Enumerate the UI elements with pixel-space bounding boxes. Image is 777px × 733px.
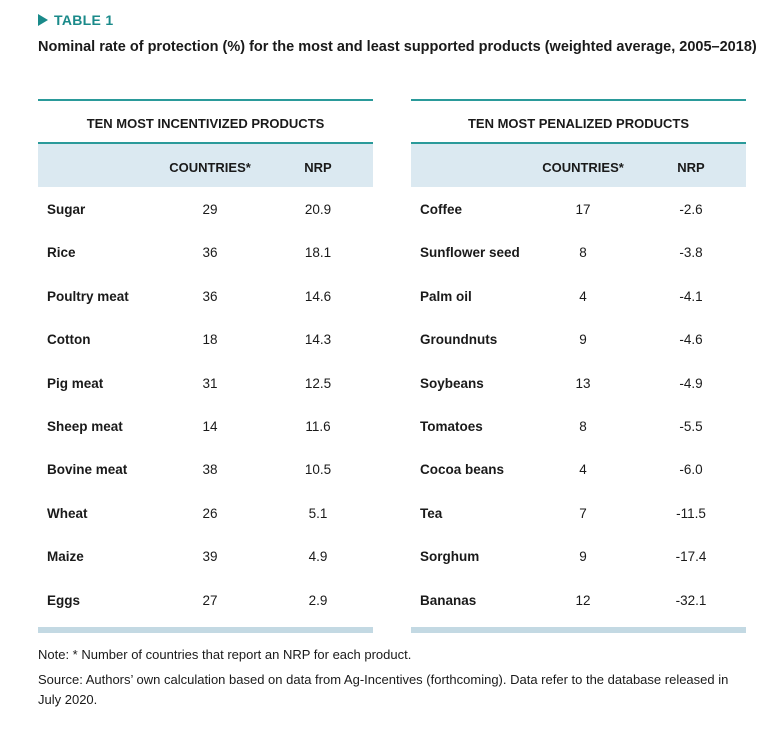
nrp: -4.9: [679, 375, 703, 391]
product: Sheep meat: [47, 419, 123, 434]
countries: 4: [579, 462, 587, 478]
product: Coffee: [420, 202, 463, 217]
product: Rice: [47, 245, 76, 261]
nrp: -11.5: [676, 505, 706, 521]
nrp: 4.9: [308, 549, 328, 565]
nrp: 5.1: [308, 505, 328, 521]
countries: 31: [202, 375, 218, 391]
countries: 12: [575, 592, 591, 608]
product: Soybeans: [420, 375, 484, 391]
product: Pig meat: [47, 375, 104, 391]
countries: 13: [575, 375, 591, 391]
footer-bar: [38, 627, 373, 633]
footer-bar: [411, 627, 746, 633]
table: TEN MOST INCENTIVIZED PRODUCTS COUNTRIES*…: [38, 99, 373, 633]
product: Tea: [420, 505, 443, 521]
product: Sorghum: [420, 549, 480, 565]
countries: 14: [202, 419, 218, 434]
product: Sugar: [47, 202, 86, 217]
countries: 39: [202, 549, 218, 565]
product: Wheat: [47, 505, 88, 521]
source: Source: Authors’ own calculation based o…: [38, 672, 729, 707]
product: Cotton: [47, 332, 91, 348]
column-header: NRP: [677, 160, 705, 175]
countries: 27: [202, 592, 218, 608]
product: Bovine meat: [47, 462, 128, 478]
nrp: -3.8: [679, 245, 703, 261]
triangle-icon: [38, 14, 48, 26]
column-header: COUNTRIES*: [542, 160, 624, 175]
countries: 4: [579, 288, 587, 304]
product: Tomatoes: [420, 419, 483, 434]
nrp: -32.1: [675, 592, 707, 608]
rule: [38, 142, 373, 144]
nrp: -17.4: [675, 549, 707, 565]
nrp: -5.5: [679, 419, 703, 434]
countries: 8: [579, 245, 587, 261]
product: Groundnuts: [420, 332, 498, 348]
countries: 18: [202, 332, 218, 348]
nrp: 18.1: [304, 245, 332, 261]
countries: 26: [202, 505, 218, 521]
product: Palm oil: [420, 288, 472, 304]
nrp: 20.9: [304, 202, 332, 217]
header-band: [411, 144, 746, 187]
nrp: 14.6: [304, 288, 332, 304]
table: TEN MOST PENALIZED PRODUCTS COUNTRIES* NRP…: [411, 99, 746, 633]
nrp: -4.1: [679, 288, 703, 304]
rule: [411, 142, 746, 144]
nrp: -4.6: [679, 332, 703, 348]
countries: 8: [579, 419, 587, 434]
title: Nominal rate of protection (%) for the m…: [38, 39, 757, 55]
column-header: NRP: [304, 160, 332, 175]
table-heading: TEN MOST INCENTIVIZED PRODUCTS: [86, 116, 325, 131]
header-band: [38, 144, 373, 187]
product: Poultry meat: [47, 288, 129, 304]
table-label-wrap: TABLE 1: [38, 12, 113, 28]
nrp: 12.5: [304, 375, 332, 391]
nrp: -6.0: [679, 462, 703, 478]
product: Cocoa beans: [420, 462, 505, 478]
countries: 17: [575, 202, 591, 217]
note: Note: * Number of countries that report …: [38, 647, 412, 662]
countries: 9: [579, 549, 587, 565]
nrp: -2.6: [679, 202, 703, 217]
product: Bananas: [420, 592, 477, 608]
countries: 9: [579, 332, 587, 348]
product: Eggs: [47, 592, 81, 608]
countries: 36: [202, 288, 218, 304]
countries: 36: [202, 245, 218, 261]
column-header: COUNTRIES*: [169, 160, 251, 175]
rule: [411, 99, 746, 101]
nrp: 2.9: [308, 592, 328, 608]
product: Maize: [47, 549, 84, 565]
nrp: 14.3: [304, 332, 332, 348]
table-label: TABLE 1: [54, 12, 114, 28]
countries: 7: [579, 505, 587, 521]
nrp: 11.6: [305, 419, 331, 434]
countries: 38: [202, 462, 218, 478]
rule: [38, 99, 373, 101]
product: Sunflower seed: [420, 245, 520, 261]
nrp: 10.5: [304, 462, 332, 478]
countries: 29: [202, 202, 218, 217]
table-heading: TEN MOST PENALIZED PRODUCTS: [467, 116, 689, 131]
